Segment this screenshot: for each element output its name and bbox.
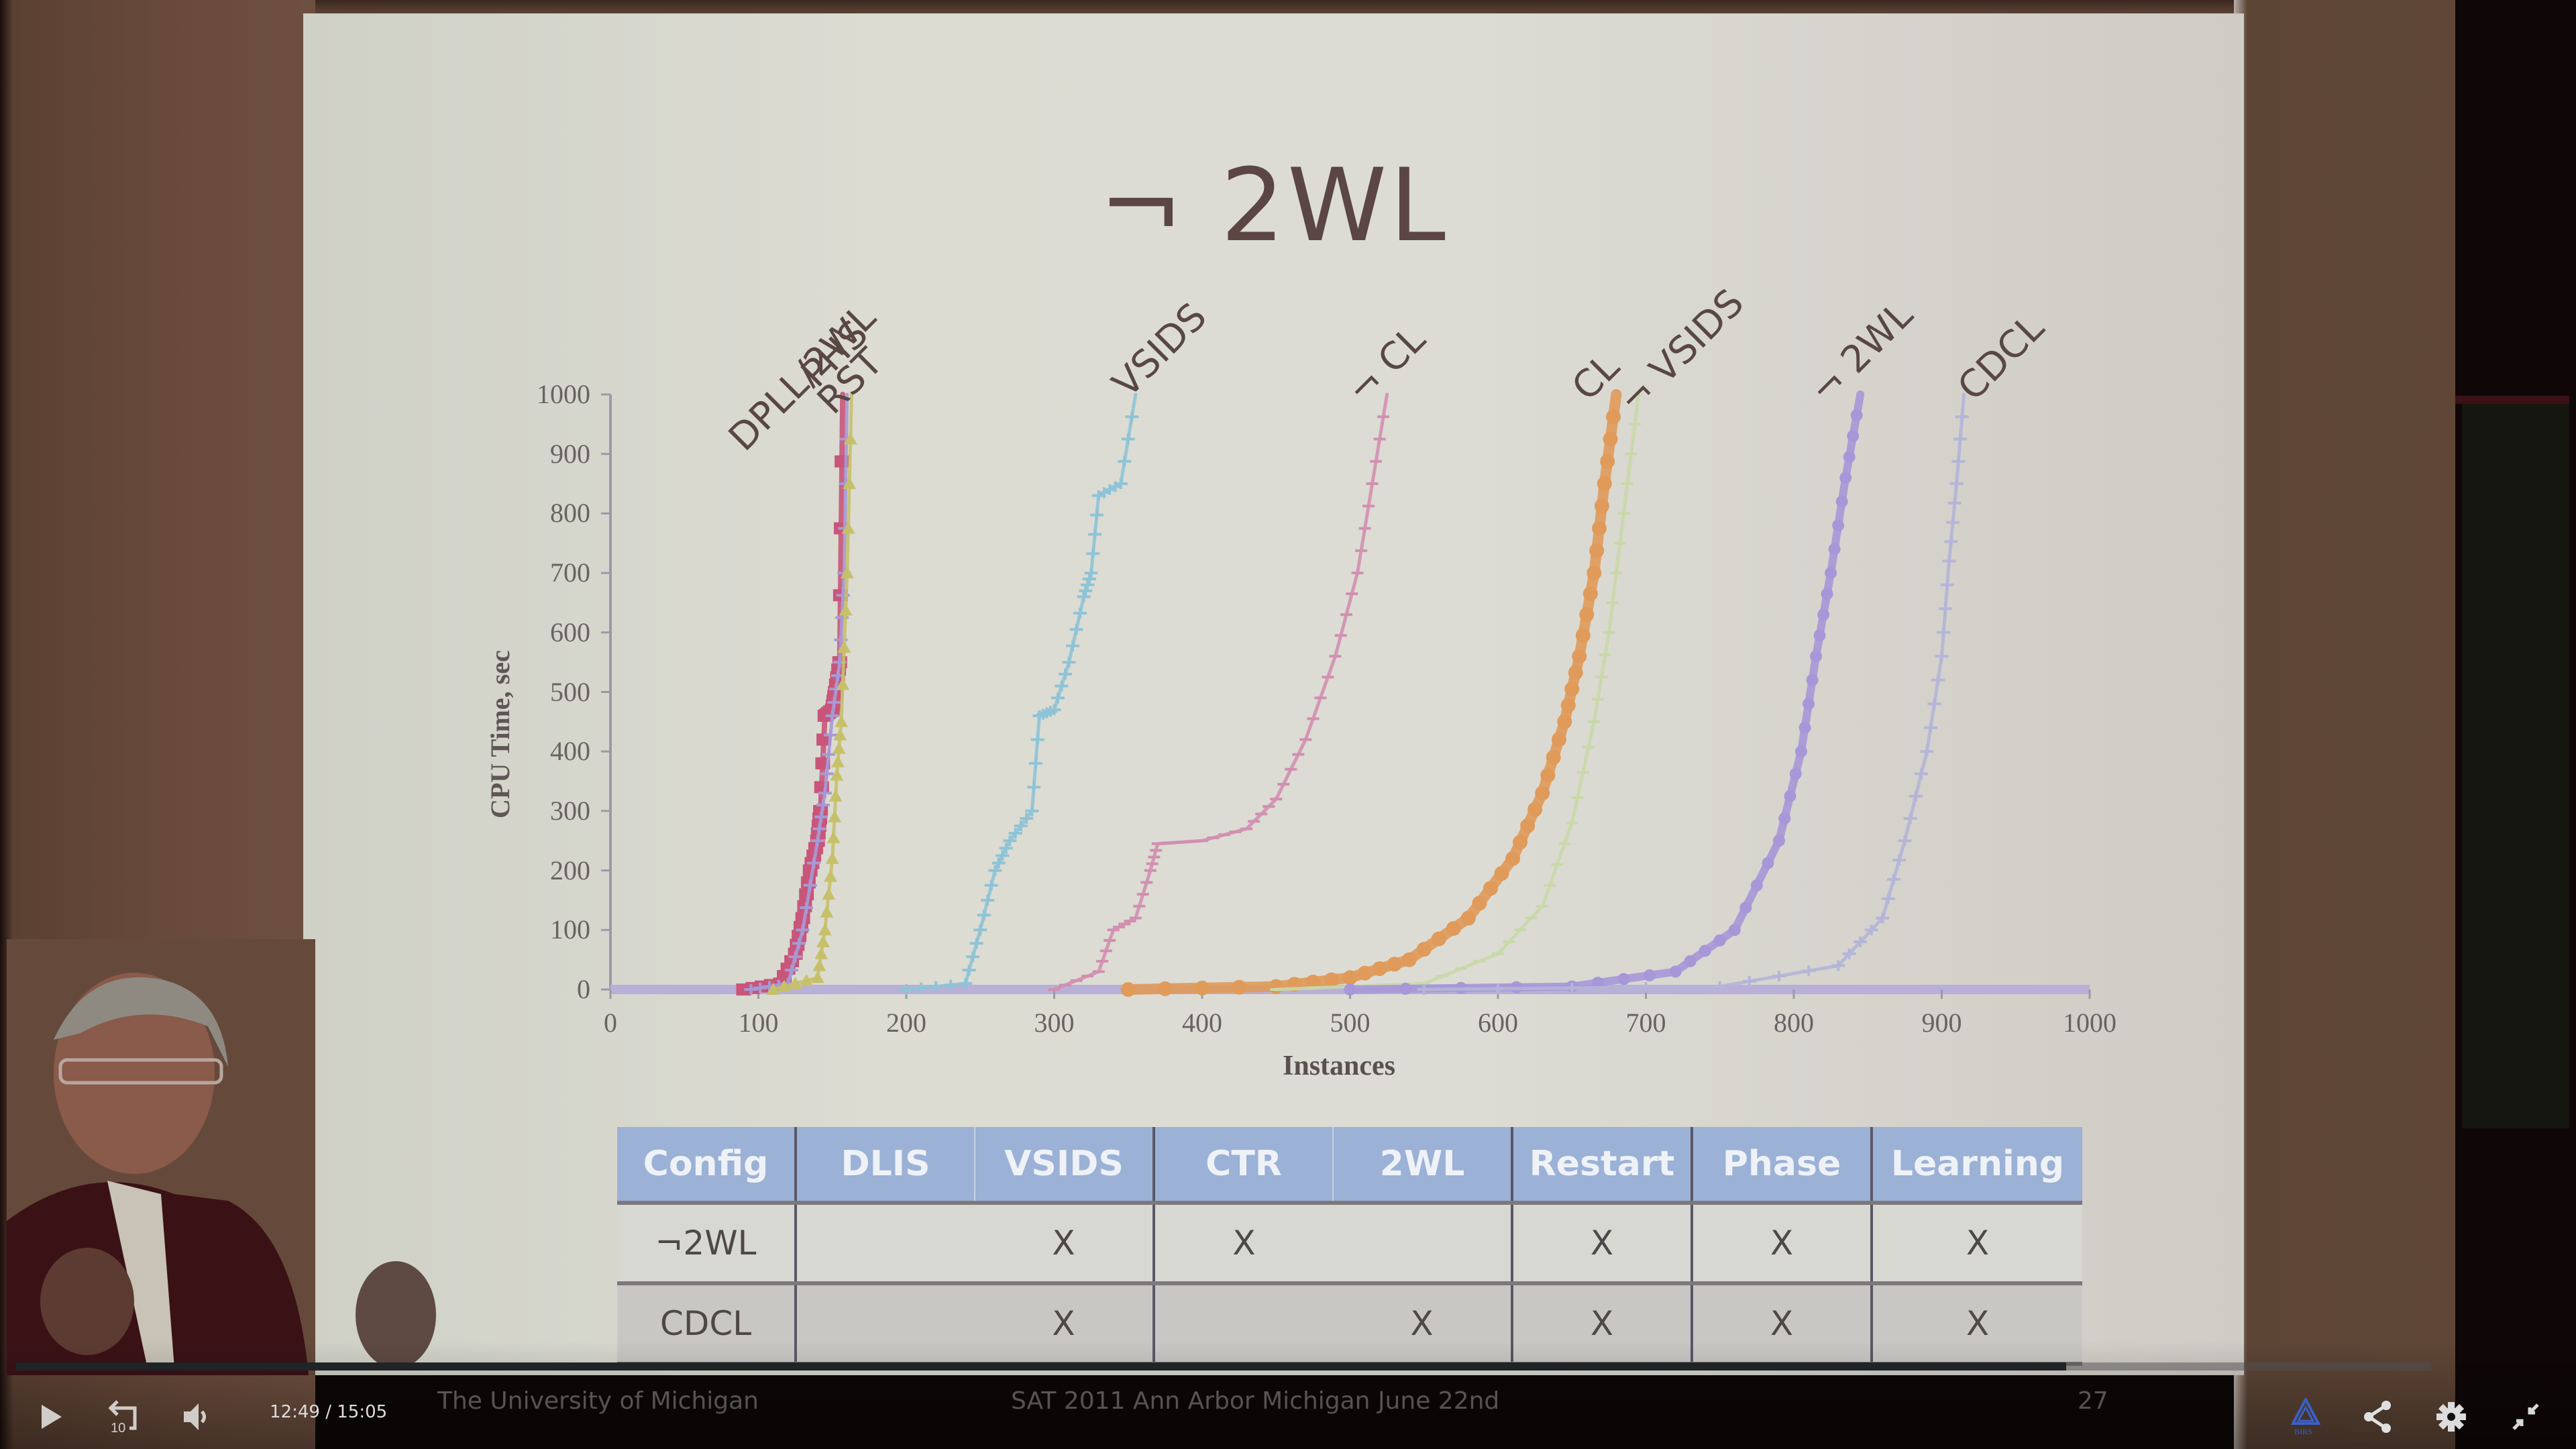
cpu-time-chart: CPU Time, sec Instances 0 100 200 300 400 500… <box>303 13 2244 1375</box>
blackboard <box>2462 404 2569 1128</box>
birs-logo-button[interactable]: BIRS <box>2284 1397 2327 1437</box>
header-learning: Learning <box>1872 1127 2082 1203</box>
seek-bar[interactable] <box>16 1362 2431 1371</box>
y-tick-label: 500 <box>550 676 590 707</box>
slide-footer-institution: The University of Michigan <box>437 1387 759 1415</box>
share-icon <box>2364 1401 2391 1433</box>
y-tick-label: 700 <box>550 557 590 588</box>
gear-icon <box>2436 1402 2466 1432</box>
cell-restart: X <box>1512 1281 1693 1366</box>
slide-footer-conference: SAT 2011 Ann Arbor Michigan June 22nd <box>1011 1387 1499 1415</box>
cell-dlis <box>796 1201 975 1283</box>
cell-phase: X <box>1692 1281 1873 1366</box>
y-tick-label: 300 <box>550 795 590 826</box>
seek-bar-played <box>16 1362 2067 1371</box>
x-tick-label: 600 <box>1478 1008 1518 1038</box>
cell-config: CDCL <box>617 1281 797 1366</box>
series-line <box>1274 392 1640 991</box>
table-row: ¬2WL X X X X X <box>617 1201 2082 1283</box>
exit-fullscreen-icon <box>2512 1403 2539 1430</box>
header-phase: Phase <box>1692 1127 1873 1203</box>
cell-vsids: X <box>975 1281 1155 1366</box>
slide-title: ¬ 2WL <box>1099 148 1448 264</box>
share-button[interactable] <box>2358 1397 2398 1437</box>
volume-icon <box>184 1403 206 1430</box>
cell-phase: X <box>1692 1201 1873 1283</box>
header-ctr: CTR <box>1154 1127 1334 1203</box>
time-separator: / <box>325 1402 331 1422</box>
x-tick-label: 900 <box>1921 1008 1962 1038</box>
time-display: 12:49 / 15:05 <box>270 1402 387 1422</box>
cell-ctr <box>1154 1281 1333 1366</box>
config-table: Config DLIS VSIDS CTR 2WL Restart Phase … <box>617 1127 2082 1366</box>
svg-text:10: 10 <box>111 1421 125 1435</box>
y-tick-label: 200 <box>550 855 590 885</box>
x-tick-label: 500 <box>1330 1008 1371 1038</box>
x-tick-label: 1000 <box>2063 1008 2116 1038</box>
x-tick-label: 700 <box>1625 1008 1666 1038</box>
x-tick-label: 300 <box>1034 1008 1075 1038</box>
header-config: Config <box>617 1127 797 1203</box>
table-header-row: Config DLIS VSIDS CTR 2WL Restart Phase … <box>617 1127 2082 1203</box>
header-restart: Restart <box>1512 1127 1693 1203</box>
x-tick-label: 200 <box>886 1008 926 1038</box>
header-vsids: VSIDS <box>975 1127 1155 1203</box>
board-rail <box>2455 396 2569 404</box>
room-blackboard-area <box>2455 0 2576 1449</box>
cell-2wl: X <box>1333 1281 1513 1366</box>
y-tick-label: 100 <box>550 914 590 945</box>
play-button[interactable] <box>31 1397 71 1437</box>
duration: 15:05 <box>337 1402 388 1422</box>
y-tick-label: 0 <box>577 974 590 1004</box>
presenter-video <box>7 939 436 1375</box>
chart-canvas <box>601 389 2091 999</box>
x-tick-label: 800 <box>1774 1008 1814 1038</box>
cell-vsids: X <box>975 1201 1155 1283</box>
volume-button[interactable] <box>176 1397 216 1437</box>
header-dlis: DLIS <box>796 1127 975 1203</box>
x-tick-label: 100 <box>738 1008 779 1038</box>
table-row: CDCL X X X X X <box>617 1281 2082 1366</box>
settings-button[interactable] <box>2431 1397 2471 1437</box>
cell-learning: X <box>1872 1201 2082 1283</box>
series-line <box>1053 392 1389 991</box>
y-tick-label: 600 <box>550 616 590 647</box>
cell-ctr: X <box>1154 1201 1333 1283</box>
x-axis-label: Instances <box>1283 1051 1396 1081</box>
y-axis-label: CPU Time, sec <box>485 650 515 818</box>
y-tick-label: 400 <box>550 736 590 767</box>
room-wall-top <box>0 0 2576 13</box>
cell-restart: X <box>1512 1201 1693 1283</box>
cell-config: ¬2WL <box>617 1201 797 1283</box>
cell-2wl <box>1333 1201 1513 1283</box>
rewind-10-button[interactable]: 10 <box>105 1397 145 1437</box>
room-wall-right <box>2234 0 2462 1449</box>
y-tick-label: 800 <box>550 498 590 529</box>
svg-text:BIRS: BIRS <box>2294 1427 2312 1436</box>
y-tick-label: 900 <box>550 438 590 469</box>
x-tick-label: 400 <box>1182 1008 1222 1038</box>
exit-fullscreen-button[interactable] <box>2506 1397 2546 1437</box>
slide-page-number: 27 <box>2078 1387 2108 1415</box>
cell-learning: X <box>1872 1281 2082 1366</box>
play-icon <box>42 1405 62 1429</box>
projected-slide: ¬ 2WL CPU Time, sec Instances 0 100 200 300… <box>303 13 2244 1415</box>
series-line <box>904 392 1138 991</box>
rewind-10-icon: 10 <box>108 1400 137 1435</box>
y-tick-label: 1000 <box>537 379 590 409</box>
x-tick-label: 0 <box>604 1008 617 1038</box>
current-time: 12:49 <box>270 1402 320 1422</box>
video-player-controls <box>0 1342 2576 1449</box>
series-line <box>1422 392 1966 991</box>
birs-logo-icon: BIRS <box>2290 1398 2321 1436</box>
header-2wl: 2WL <box>1333 1127 1513 1203</box>
cell-dlis <box>796 1281 975 1366</box>
